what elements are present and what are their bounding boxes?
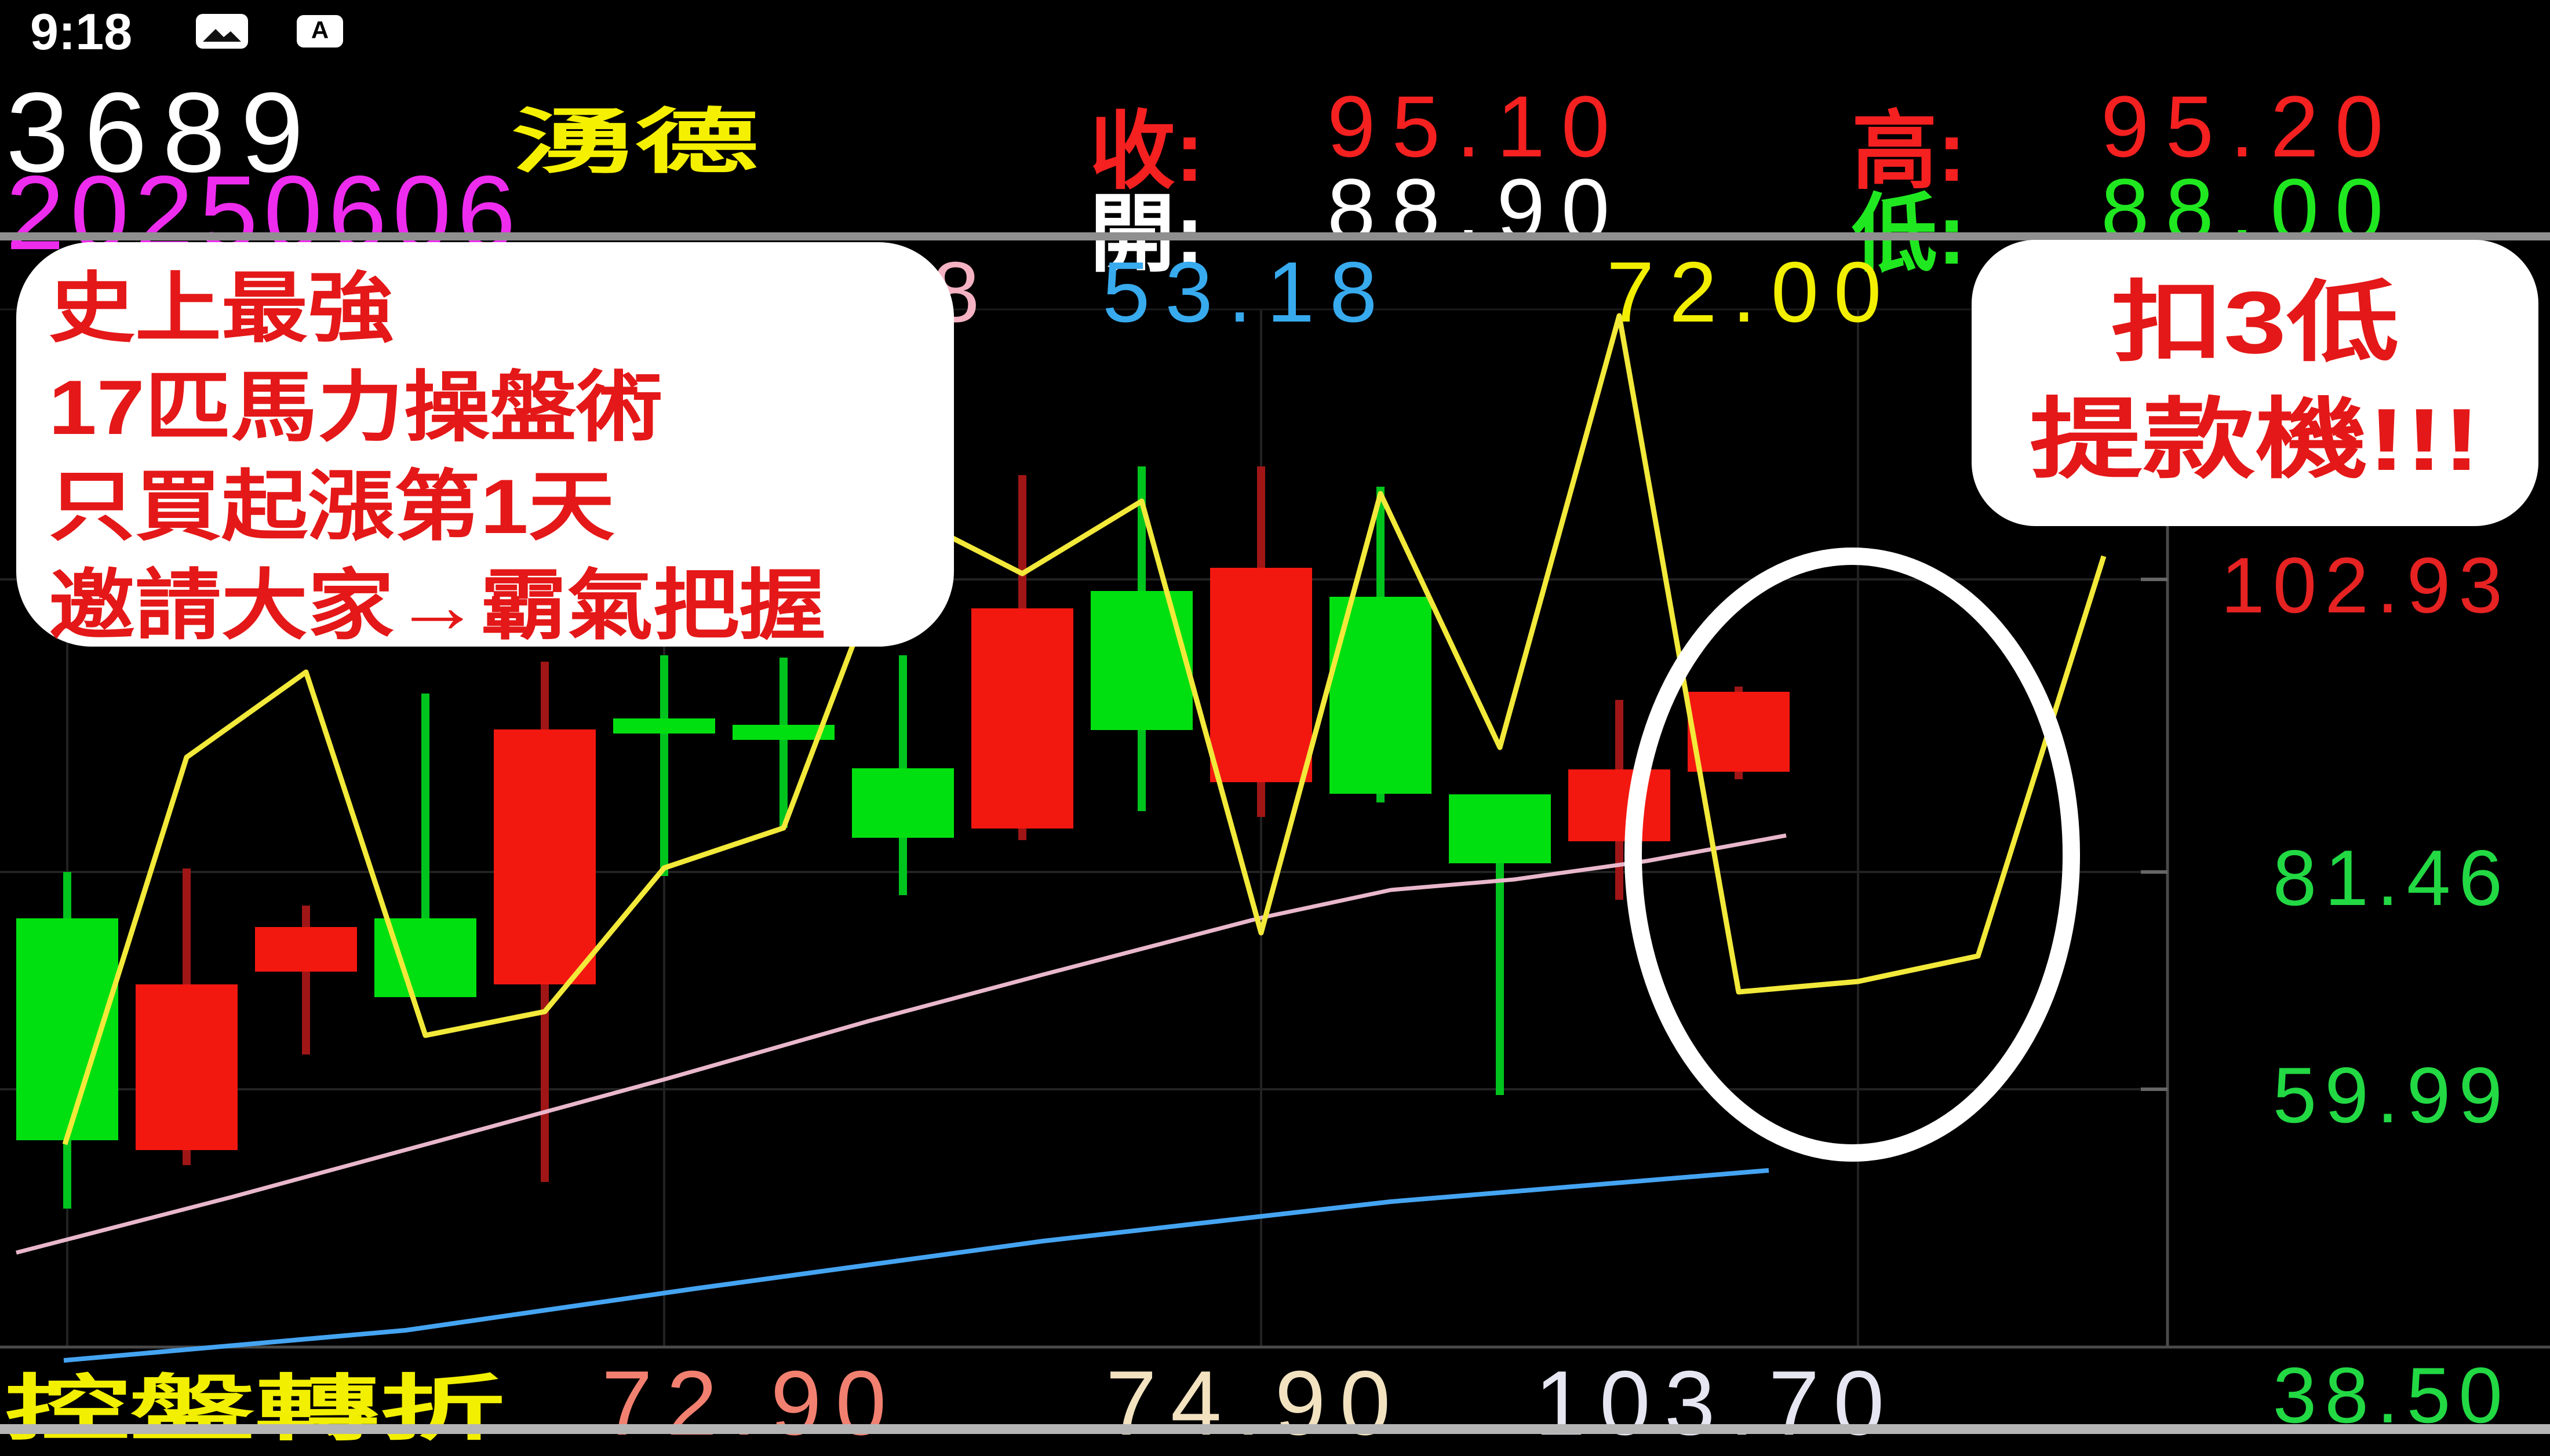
image-icon bbox=[196, 14, 248, 49]
candle-body bbox=[1568, 769, 1670, 841]
highlight-ellipse bbox=[1624, 548, 2080, 1162]
candle-body bbox=[494, 729, 596, 984]
annotation-text-line: 邀請大家→霸氣把握 bbox=[49, 563, 826, 649]
row3-indicator-value-1: 53.18 bbox=[1102, 245, 1393, 340]
close-label: 收: bbox=[1090, 104, 1204, 199]
price-level-label: 59.99 bbox=[2272, 1051, 2511, 1139]
annotation-text-line: 17匹馬力操盤術 bbox=[49, 365, 663, 451]
header-divider bbox=[0, 232, 2550, 240]
annotation-text-line: 史上最強 bbox=[49, 266, 394, 352]
stock-code: 3689 bbox=[6, 69, 319, 196]
bottom-indicator-value: 74.90 bbox=[1106, 1352, 1405, 1454]
bottom-indicator-value: 103.70 bbox=[1535, 1352, 1899, 1454]
pink-ma-line bbox=[16, 833, 1787, 1255]
left-annotation-box: 史上最強 17匹馬力操盤術 只買起漲第1天邀請大家→霸氣把握 bbox=[16, 242, 954, 649]
blue-ma-line bbox=[63, 1168, 1769, 1363]
candle-body bbox=[1210, 568, 1312, 782]
candle-body bbox=[613, 718, 715, 734]
row3-indicator-value-2: 72.00 bbox=[1606, 245, 1897, 340]
price-level-label: 81.46 bbox=[2272, 834, 2511, 922]
zigzag-line bbox=[62, 313, 2107, 1145]
bottom-indicator-value: 72.90 bbox=[602, 1352, 901, 1454]
stock-name: 湧德 bbox=[511, 103, 759, 181]
annotation-text-line: 只買起漲第1天 bbox=[49, 464, 615, 550]
candle-body bbox=[852, 768, 954, 838]
candle-body bbox=[971, 608, 1073, 829]
annotation-text-line: 提款機!!! bbox=[2029, 391, 2481, 489]
candle-body bbox=[1688, 692, 1790, 772]
bottom-divider bbox=[0, 1424, 2550, 1434]
candle-body bbox=[136, 984, 238, 1150]
annotation-text-line: 扣3低 bbox=[2111, 273, 2399, 372]
candle-body bbox=[1449, 794, 1551, 863]
bottom-indicator-label: 控盤轉折 bbox=[5, 1369, 505, 1449]
close-value: 95.10 bbox=[1327, 78, 1626, 175]
candle-body bbox=[1329, 597, 1431, 794]
right-annotation-box: 扣3低提款機!!! bbox=[1972, 240, 2538, 526]
candle-body bbox=[255, 927, 357, 972]
candle-body bbox=[1091, 591, 1193, 730]
high-label: 高: bbox=[1852, 104, 1966, 199]
high-value: 95.20 bbox=[2101, 78, 2400, 175]
open-value: 88.90 bbox=[1327, 160, 1626, 258]
letter-a-icon: A... bbox=[297, 15, 343, 54]
price-level-label: 102.93 bbox=[2221, 541, 2511, 629]
clock: 9:18 bbox=[30, 3, 133, 60]
